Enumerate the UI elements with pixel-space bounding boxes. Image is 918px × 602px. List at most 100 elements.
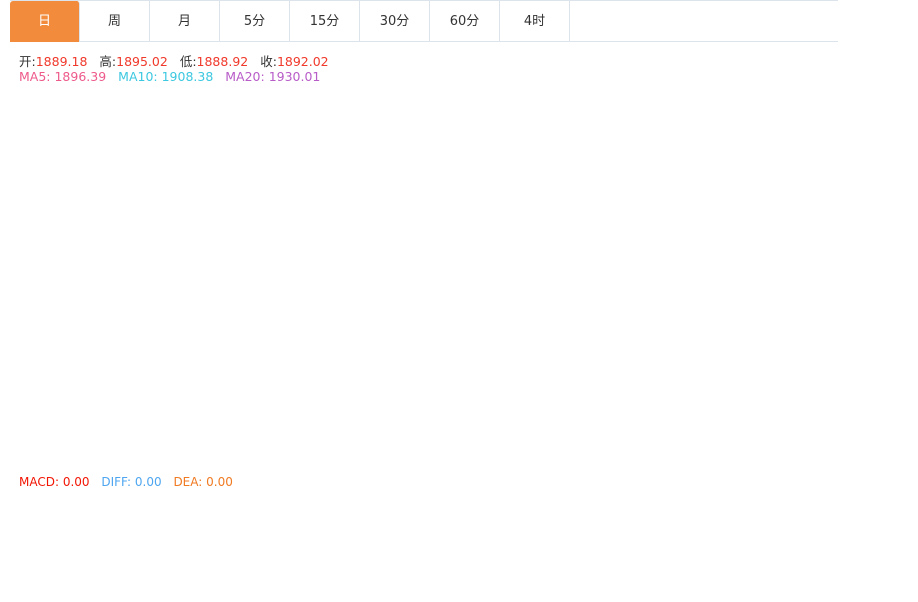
tab-1[interactable]: 周: [80, 1, 150, 42]
macd-histogram-bar: [428, 542, 438, 547]
macd-histogram-bar: [704, 547, 714, 574]
price-axis-label: 1980.80: [846, 154, 896, 168]
candle-up: [380, 345, 390, 355]
candle-up: [8, 171, 18, 233]
macd-histogram-bar: [92, 547, 102, 563]
macd-histogram-bar: [572, 528, 582, 547]
candle-down: [164, 215, 174, 290]
macd-histogram-bar: [344, 547, 354, 567]
macd-histogram-bar: [308, 547, 318, 565]
candle-down: [644, 275, 654, 304]
macd-histogram-bar: [296, 547, 306, 564]
macd-histogram-bar: [632, 547, 642, 551]
candle-up: [476, 224, 486, 237]
price-axis-label: 2009.84: [846, 64, 896, 78]
price-axis-label: 1903.37: [846, 394, 896, 408]
macd-histogram-bar: [188, 545, 198, 547]
candle-up: [236, 231, 246, 285]
macd-histogram-bar: [728, 547, 738, 576]
macd-histogram-bar: [200, 545, 210, 547]
candle-down: [128, 173, 138, 263]
macd-histogram-bar: [680, 547, 690, 565]
tab-2[interactable]: 月: [150, 1, 220, 42]
candle-down: [536, 174, 546, 197]
macd-histogram-bar: [332, 547, 342, 565]
ma5-line: [12, 171, 794, 424]
candle-down: [752, 389, 762, 408]
macd-axis-label: -16.29: [844, 584, 883, 598]
candle-up: [728, 369, 738, 374]
candle-up: [608, 228, 618, 268]
macd-histogram-bar: [584, 529, 594, 547]
price-axis-label: 1913.05: [846, 364, 896, 378]
tab-6[interactable]: 60分: [430, 1, 500, 42]
candle-down: [284, 299, 294, 312]
macd-histogram-bar: [392, 547, 402, 549]
macd-histogram-bar: [380, 547, 390, 555]
close-value: 1892.02: [276, 54, 329, 69]
candle-down: [332, 339, 342, 370]
candle-down: [404, 332, 414, 366]
candle-up: [788, 436, 798, 446]
macd-axis-label: -5.16: [844, 554, 875, 568]
macd-histogram-bar: [548, 517, 558, 547]
macd-histogram-bar: [416, 547, 426, 549]
macd-histogram-bar: [236, 547, 246, 549]
ma-legend: MA5: 1896.39 MA10: 1908.38 MA20: 1930.01: [19, 69, 328, 84]
macd-histogram-bar: [740, 547, 750, 576]
macd-histogram-bar: [152, 546, 162, 548]
price-axis-label: 1951.77: [846, 244, 896, 258]
price-axis-label: 1884.02: [846, 454, 896, 468]
macd-axis-label: 5.97: [844, 524, 871, 538]
candle-down: [632, 208, 642, 277]
tab-5[interactable]: 30分: [360, 1, 430, 42]
macd-histogram-bar: [44, 547, 54, 556]
candle-up: [116, 171, 126, 219]
candle-up: [104, 218, 114, 229]
tab-4[interactable]: 15分: [290, 1, 360, 42]
candle-down: [716, 365, 726, 374]
candle-up: [428, 333, 438, 379]
candle-up: [320, 339, 330, 347]
macd-histogram-bar: [788, 547, 798, 576]
macd-histogram-bar: [80, 547, 90, 568]
macd-histogram-bar: [476, 515, 486, 547]
candle-down: [488, 224, 498, 241]
ma20-value: MA20: 1930.01: [225, 69, 321, 84]
macd-histogram-bar: [488, 513, 498, 547]
chart-frame: [9, 41, 839, 602]
dea-line: [12, 531, 794, 579]
candle-up: [152, 215, 162, 223]
macd-histogram-bar: [164, 547, 174, 553]
candle-down: [260, 234, 270, 258]
candle-down: [500, 240, 510, 243]
open-value: 1889.18: [35, 54, 88, 69]
candle-up: [368, 351, 378, 387]
macd-histogram-bar: [20, 547, 30, 550]
price-axis-label: 1932.41: [846, 304, 896, 318]
macd-histogram-bar: [596, 539, 606, 547]
macd-histogram-bar: [356, 547, 366, 566]
candle-down: [560, 219, 570, 244]
price-axis-label: 1961.45: [846, 214, 896, 228]
candle-up: [92, 227, 102, 278]
price-axis-label: 1971.13: [846, 184, 896, 198]
candle-down: [296, 311, 306, 370]
candle-down: [680, 281, 690, 299]
macd-axis-label: 17.10: [844, 494, 878, 508]
candle-down: [212, 234, 222, 278]
macd-histogram-bar: [608, 542, 618, 547]
macd-histogram-bar: [368, 547, 378, 560]
candle-up: [140, 219, 150, 267]
tab-0[interactable]: 日: [10, 1, 80, 42]
candle-down: [776, 436, 786, 446]
tab-7[interactable]: 4时: [500, 1, 570, 42]
macd-histogram-bar: [440, 539, 450, 547]
macd-histogram-bar: [536, 510, 546, 547]
tab-3[interactable]: 5分: [220, 1, 290, 42]
candle-down: [200, 227, 210, 236]
candle-down: [224, 279, 234, 284]
macd-histogram-bar: [212, 547, 222, 550]
macd-histogram-bar: [272, 547, 282, 552]
